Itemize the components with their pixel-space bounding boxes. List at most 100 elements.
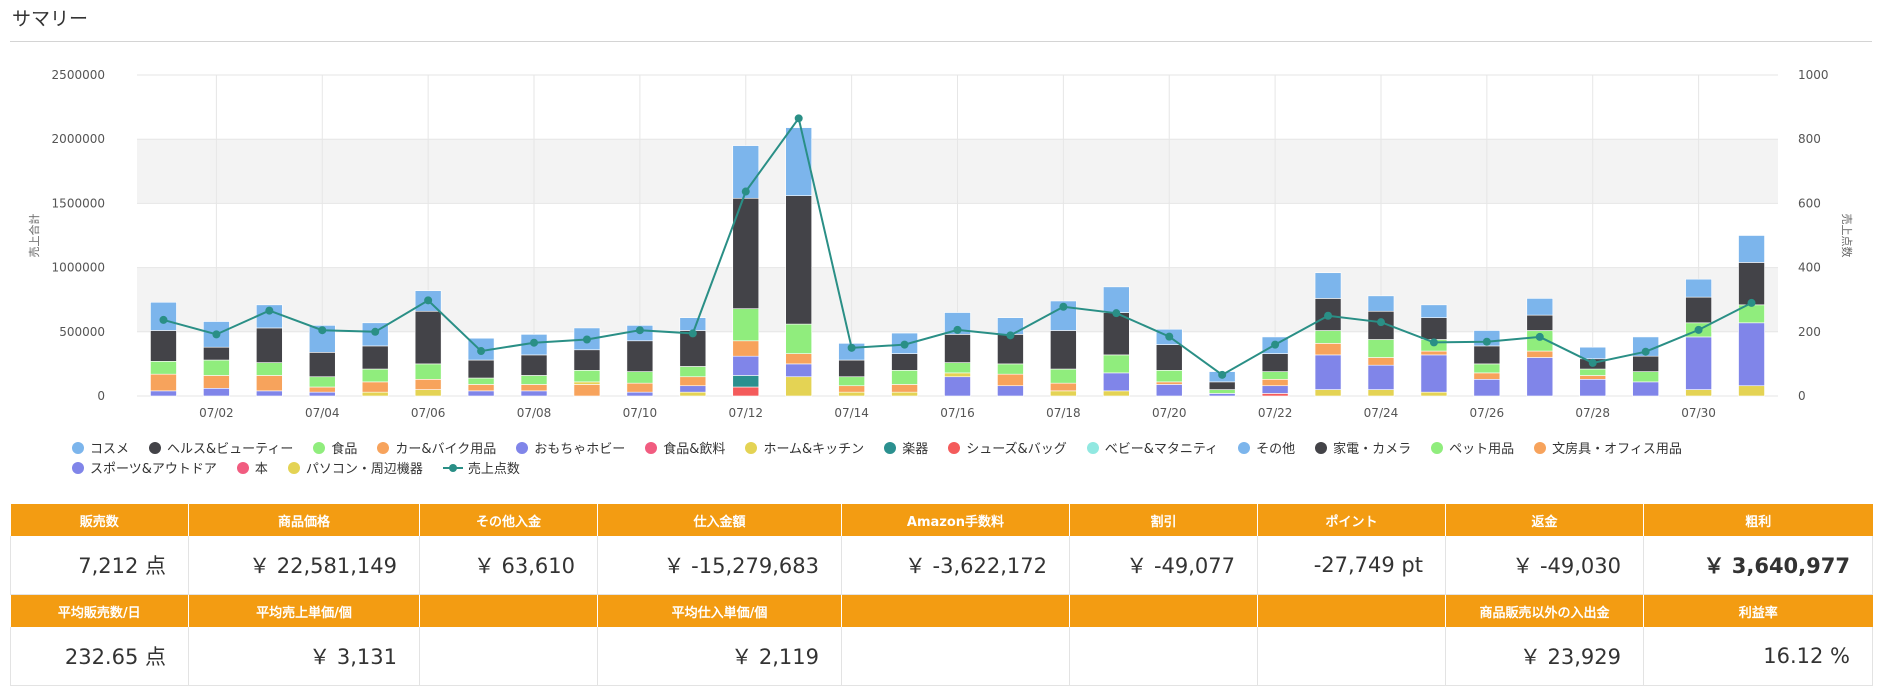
- x-tick-label: 07/10: [623, 406, 658, 420]
- bar-segment: [256, 362, 283, 376]
- count-point: [953, 325, 962, 334]
- legend-dot-icon: [287, 462, 300, 474]
- bar-segment: [679, 385, 707, 393]
- legend-dot-icon: [745, 442, 758, 454]
- count-point: [1588, 358, 1597, 367]
- bar-segment: [944, 334, 971, 363]
- x-tick-label: 07/16: [940, 406, 975, 420]
- chart-legend: コスメ ヘルス&ビューティー 食品 カー&バイク用品 おもちゃホビー 食品&飲料 ホーム&キ…: [72, 440, 1852, 480]
- bar-segment: [573, 349, 601, 371]
- bar-segment: [785, 127, 812, 196]
- bar-segment: [1261, 371, 1289, 380]
- bar-segment: [1261, 379, 1289, 387]
- bar-segment: [626, 340, 654, 372]
- count-point: [741, 187, 750, 196]
- legend-item[interactable]: ベビー&マタニティ: [1086, 440, 1218, 460]
- value-points: -27,749 pt: [1257, 536, 1446, 595]
- legend-item[interactable]: 食品&飲料: [645, 440, 725, 460]
- header-profit-rate: 利益率: [1643, 594, 1873, 627]
- bar-segment: [150, 361, 177, 375]
- y-right-tick-label: 600: [1798, 196, 1821, 210]
- legend-label: 家電・カメラ: [1333, 442, 1412, 457]
- bar-segment: [679, 376, 707, 387]
- bar-segment: [256, 375, 283, 392]
- legend-item[interactable]: その他: [1238, 440, 1295, 460]
- legend-item[interactable]: 食品: [313, 440, 357, 460]
- x-tick-label: 07/30: [1681, 406, 1716, 420]
- legend-item[interactable]: パソコン・周辺機器: [287, 460, 423, 480]
- count-point: [212, 330, 221, 339]
- bar-segment: [785, 195, 812, 325]
- bar-segment: [997, 363, 1024, 375]
- bar-segment: [891, 353, 918, 371]
- y-right-tick-label: 0: [1798, 389, 1806, 403]
- count-point: [1059, 302, 1068, 311]
- legend-label: コスメ: [90, 442, 130, 457]
- bar-segment: [1473, 372, 1501, 380]
- legend-dot-icon: [149, 442, 162, 454]
- bar-segment: [1632, 381, 1659, 397]
- legend-item[interactable]: 売上点数: [442, 460, 520, 480]
- legend-dot-icon: [1086, 442, 1099, 454]
- count-point: [1694, 325, 1703, 334]
- legend-label: シューズ&バッグ: [966, 442, 1067, 457]
- value-sales-count: 7,212 点: [10, 536, 189, 595]
- legend-dot-icon: [1315, 442, 1328, 454]
- x-tick-label: 07/14: [834, 406, 869, 420]
- legend-item[interactable]: ペット用品: [1431, 440, 1514, 460]
- legend-item[interactable]: おもちゃホビー: [516, 440, 625, 460]
- count-point: [688, 329, 697, 338]
- legend-item[interactable]: スポーツ&アウトドア: [72, 460, 217, 480]
- legend-label: 食品: [331, 442, 358, 457]
- count-point: [371, 327, 380, 336]
- bar-segment: [1155, 384, 1183, 397]
- count-point: [1112, 309, 1121, 318]
- bar-segment: [1261, 393, 1289, 397]
- count-point: [1535, 332, 1544, 341]
- value-purchase-amount: ￥ -15,279,683: [597, 536, 842, 595]
- legend-label: 売上点数: [467, 462, 520, 477]
- legend-item[interactable]: カー&バイク用品: [377, 440, 496, 460]
- legend-item[interactable]: ホーム&キッチン: [745, 440, 864, 460]
- legend-item[interactable]: ヘルス&ビューティー: [149, 440, 293, 460]
- bar-segment: [1314, 330, 1342, 344]
- summary-value-row-2: 232.65 点 ￥ 3,131 ￥ 2,119 ￥ 23,929 16.12 …: [10, 627, 1873, 686]
- bar-segment: [308, 352, 336, 378]
- legend-item[interactable]: コスメ: [72, 440, 129, 460]
- bar-segment: [1261, 353, 1289, 372]
- count-point: [635, 326, 644, 335]
- x-tick-label: 07/26: [1470, 406, 1505, 420]
- x-tick-label: 07/20: [1152, 406, 1187, 420]
- bar-segment: [785, 363, 812, 378]
- bar-segment: [732, 386, 760, 397]
- count-point: [794, 114, 803, 123]
- x-tick-label: 07/24: [1364, 406, 1399, 420]
- bar-segment: [679, 366, 707, 378]
- y-right-tick-label: 800: [1798, 132, 1821, 146]
- value-discount: ￥ -49,077: [1069, 536, 1258, 595]
- bar-segment: [520, 384, 548, 392]
- bar-segment: [944, 376, 971, 397]
- bar-segment: [1314, 354, 1342, 390]
- bar-segment: [997, 373, 1024, 387]
- bar-segment: [1103, 390, 1130, 397]
- legend-item[interactable]: 文房具・オフィス用品: [1534, 440, 1682, 460]
- bar-segment: [1367, 295, 1395, 312]
- legend-item[interactable]: 楽器: [884, 440, 928, 460]
- legend-label: 文房具・オフィス用品: [1552, 442, 1682, 457]
- bar-segment: [308, 386, 336, 393]
- bar-segment: [838, 376, 865, 387]
- legend-item[interactable]: 本: [236, 460, 268, 480]
- count-point: [530, 338, 539, 347]
- bar-segment: [203, 346, 230, 361]
- legend-label: その他: [1256, 442, 1296, 457]
- legend-item[interactable]: 家電・カメラ: [1315, 440, 1411, 460]
- legend-label: おもちゃホビー: [534, 442, 626, 457]
- legend-item[interactable]: シューズ&バッグ: [948, 440, 1067, 460]
- x-tick-label: 07/04: [305, 406, 340, 420]
- y-right-tick-label: 1000: [1798, 68, 1829, 82]
- bar-segment: [1050, 368, 1077, 384]
- legend-label: ヘルス&ビューティー: [167, 442, 294, 457]
- value-avg-purchase-price: ￥ 2,119: [597, 627, 842, 686]
- bar-segment: [520, 390, 548, 397]
